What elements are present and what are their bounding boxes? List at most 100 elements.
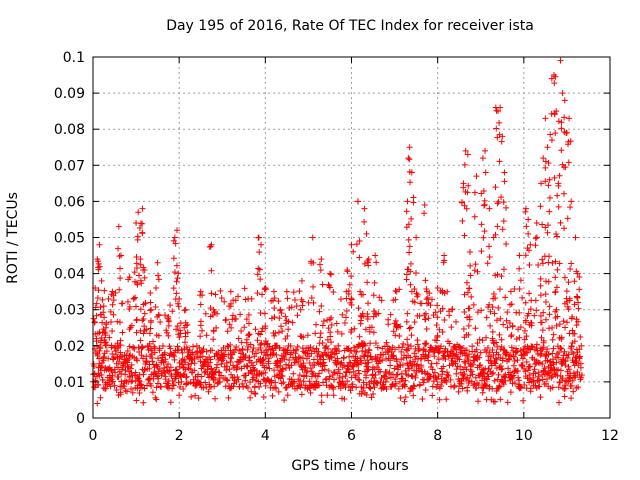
data-point (453, 346, 460, 353)
data-point (441, 317, 448, 324)
data-point (175, 303, 182, 310)
data-point (406, 249, 413, 256)
data-point (106, 334, 113, 341)
data-point (527, 363, 534, 370)
y-tick-label: 0 (76, 411, 85, 427)
data-point (325, 345, 332, 352)
data-point (432, 309, 439, 316)
data-point (139, 229, 146, 236)
data-point (253, 350, 260, 357)
data-point (467, 272, 474, 279)
data-point (546, 359, 553, 366)
data-point (208, 365, 215, 372)
data-point (444, 288, 451, 295)
data-point (473, 346, 480, 353)
data-point (119, 329, 126, 336)
data-point (531, 356, 538, 363)
data-point (262, 369, 269, 376)
data-point (507, 288, 514, 295)
data-point (333, 320, 340, 327)
data-point (282, 313, 289, 320)
data-point (539, 361, 546, 368)
data-point (212, 291, 219, 298)
data-point (216, 378, 223, 385)
data-point (137, 277, 144, 284)
data-point (438, 383, 445, 390)
data-point (546, 176, 553, 183)
data-point (542, 291, 549, 298)
data-point (562, 377, 569, 384)
data-point (169, 385, 176, 392)
data-point (549, 324, 556, 331)
data-point (306, 359, 313, 366)
data-point (547, 131, 554, 138)
data-point (350, 362, 357, 369)
data-point (171, 234, 178, 241)
data-point (191, 367, 198, 374)
data-point (339, 311, 346, 318)
data-point (568, 395, 575, 402)
data-point (155, 355, 162, 362)
data-point (105, 355, 112, 362)
data-point (114, 318, 121, 325)
data-point (465, 331, 472, 338)
data-point (496, 383, 503, 390)
data-point (542, 115, 549, 122)
data-point (474, 340, 481, 347)
data-point (211, 383, 218, 390)
data-point (525, 247, 532, 254)
data-point (565, 363, 572, 370)
data-point (403, 208, 410, 215)
data-point (453, 366, 460, 373)
data-point (326, 373, 333, 380)
data-point (486, 365, 493, 372)
data-point (372, 340, 379, 347)
data-point (201, 369, 208, 376)
data-point (165, 332, 172, 339)
data-point (229, 316, 236, 323)
data-point (99, 319, 106, 326)
data-point (516, 252, 523, 259)
data-point (425, 299, 432, 306)
data-point (465, 182, 472, 189)
data-point (509, 323, 516, 330)
data-point (242, 377, 249, 384)
data-point (475, 382, 482, 389)
data-point (423, 340, 430, 347)
data-point (489, 385, 496, 392)
data-point (182, 366, 189, 373)
data-point (290, 370, 297, 377)
data-point (101, 353, 108, 360)
data-point (217, 287, 224, 294)
data-point (566, 366, 573, 373)
data-point (103, 348, 110, 355)
data-point (275, 298, 282, 305)
data-point (346, 281, 353, 288)
data-point (392, 287, 399, 294)
data-point (461, 202, 468, 209)
data-point (229, 312, 236, 319)
data-point (117, 275, 124, 282)
data-point (498, 273, 505, 280)
data-point (545, 182, 552, 189)
data-point (428, 360, 435, 367)
data-point (403, 318, 410, 325)
data-point (459, 385, 466, 392)
data-point (355, 305, 362, 312)
data-point (318, 303, 325, 310)
data-point (171, 356, 178, 363)
data-point (385, 316, 392, 323)
data-point (440, 363, 447, 370)
data-point (451, 384, 458, 391)
data-point (531, 366, 538, 373)
data-point (198, 349, 205, 356)
data-point (345, 287, 352, 294)
data-point (353, 241, 360, 248)
data-point (176, 334, 183, 341)
data-point (174, 323, 181, 330)
data-point (356, 237, 363, 244)
data-point (521, 336, 528, 343)
data-point (493, 317, 500, 324)
data-point (136, 389, 143, 396)
data-point (478, 248, 485, 255)
